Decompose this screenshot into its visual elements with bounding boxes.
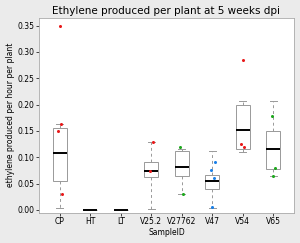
PathPatch shape	[266, 131, 280, 169]
Title: Ethylene produced per plant at 5 weeks dpi: Ethylene produced per plant at 5 weeks d…	[52, 6, 280, 16]
PathPatch shape	[236, 104, 250, 149]
PathPatch shape	[205, 175, 219, 189]
PathPatch shape	[53, 128, 67, 181]
X-axis label: SampleID: SampleID	[148, 228, 185, 237]
PathPatch shape	[175, 151, 189, 176]
PathPatch shape	[144, 163, 158, 177]
Y-axis label: ethylene produced per hour per plant: ethylene produced per hour per plant	[6, 43, 15, 187]
